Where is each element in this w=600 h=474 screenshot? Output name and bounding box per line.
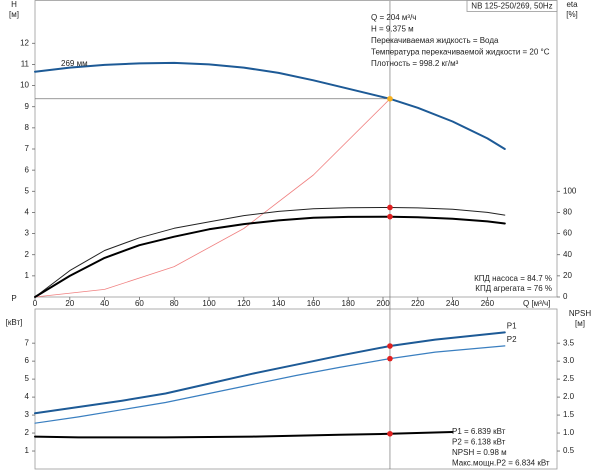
y-tick-label: 12 [20,38,29,47]
curve [34,331,506,415]
x-tick-label: 200 [376,299,390,308]
y-tick-label: 6 [25,165,30,174]
info-line: H = 9.375 м [371,25,414,34]
duty-point [387,430,393,437]
y-tick-label: 5 [25,374,30,383]
duty-point [387,204,393,211]
y-tick-label: 7 [25,338,30,347]
y-tick-label: 9 [25,102,30,111]
info-line: P2 = 6.138 кВт [452,438,506,447]
y-tick-label: 2 [25,428,30,437]
series-label: P1 [507,321,517,330]
y-tick-label: 2 [25,250,30,259]
curve [34,207,506,298]
curve [34,345,506,424]
x-label: Q [м³/ч] [523,299,550,308]
x-tick-label: 0 [33,299,38,308]
y-unit: [кВт] [6,318,23,327]
y2-tick-label: 100 [563,186,577,195]
y2-tick-label: 2.5 [563,374,575,383]
curve [34,61,506,150]
y-label: P [11,294,16,303]
y2-tick-label: 40 [563,250,572,259]
info-line: Q = 204 м³/ч [371,13,416,22]
y-tick-label: 7 [25,144,30,153]
y-unit: [м] [9,10,19,19]
duty-point [387,343,393,349]
x-tick-label: 220 [411,299,425,308]
y-label: H [11,0,17,9]
x-tick-label: 80 [170,299,179,308]
y2-tick-label: 3.0 [563,356,575,365]
x-tick-label: 180 [342,299,356,308]
duty-point [387,355,393,362]
y2-tick-label: 80 [563,208,572,217]
x-tick-label: 260 [481,299,495,308]
y2-unit: [м] [575,319,585,328]
y2-label: eta [566,0,578,9]
series-label: 269 мм [61,59,88,68]
efficiency-note: КПД агрегата = 76 % [475,284,552,293]
info-line: Макс.мощн.P2 = 6.834 кВт [452,459,550,468]
duty-point [387,213,393,220]
curve [34,98,391,298]
y-tick-label: 5 [25,186,30,195]
x-tick-label: 20 [65,299,74,308]
efficiency-note: КПД насоса = 84.7 % [474,274,552,283]
x-tick-label: 60 [135,299,144,308]
series-label: P2 [507,335,517,344]
info-line: Температура перекачиваемой жидкости = 20… [371,48,550,57]
y-tick-label: 8 [25,123,30,132]
y-tick-label: 11 [21,60,30,69]
x-tick-label: 240 [446,299,460,308]
info-line: Перекачиваемая жидкость = Вода [371,36,499,45]
y-tick-label: 4 [25,208,30,217]
y2-tick-label: 1.0 [563,428,575,437]
y2-tick-label: 60 [563,229,572,238]
x-tick-label: 120 [237,299,251,308]
info-line: P1 = 6.839 кВт [452,427,506,436]
info-line: Плотность = 998.2 кг/м³ [371,59,459,68]
y2-tick-label: 0 [563,292,568,301]
y2-tick-label: 1.5 [563,410,575,419]
y2-unit: [%] [566,10,578,19]
x-tick-label: 140 [272,299,286,308]
x-tick-label: 160 [307,299,321,308]
y2-label: NPSH [569,309,591,318]
x-tick-label: 40 [100,299,109,308]
y2-tick-label: 3.5 [563,338,575,347]
bottom-frame [34,308,558,470]
y-tick-label: 6 [25,356,30,365]
y-tick-label: 10 [20,81,29,90]
info-line: NPSH = 0.98 м [452,448,507,457]
y-tick-label: 1 [25,446,30,455]
x-tick-label: 100 [202,299,216,308]
y-tick-label: 4 [25,392,30,401]
chart-title: NB 125-250/269, 50Hz [471,2,552,11]
y2-tick-label: 0.5 [563,446,575,455]
y2-tick-label: 2.0 [563,392,575,401]
y-tick-label: 1 [25,271,30,280]
curve [34,215,506,298]
y2-tick-label: 20 [563,271,572,280]
y-tick-label: 3 [25,229,30,238]
y-tick-label: 3 [25,410,30,419]
title-box [466,0,558,12]
duty-point [387,95,393,102]
